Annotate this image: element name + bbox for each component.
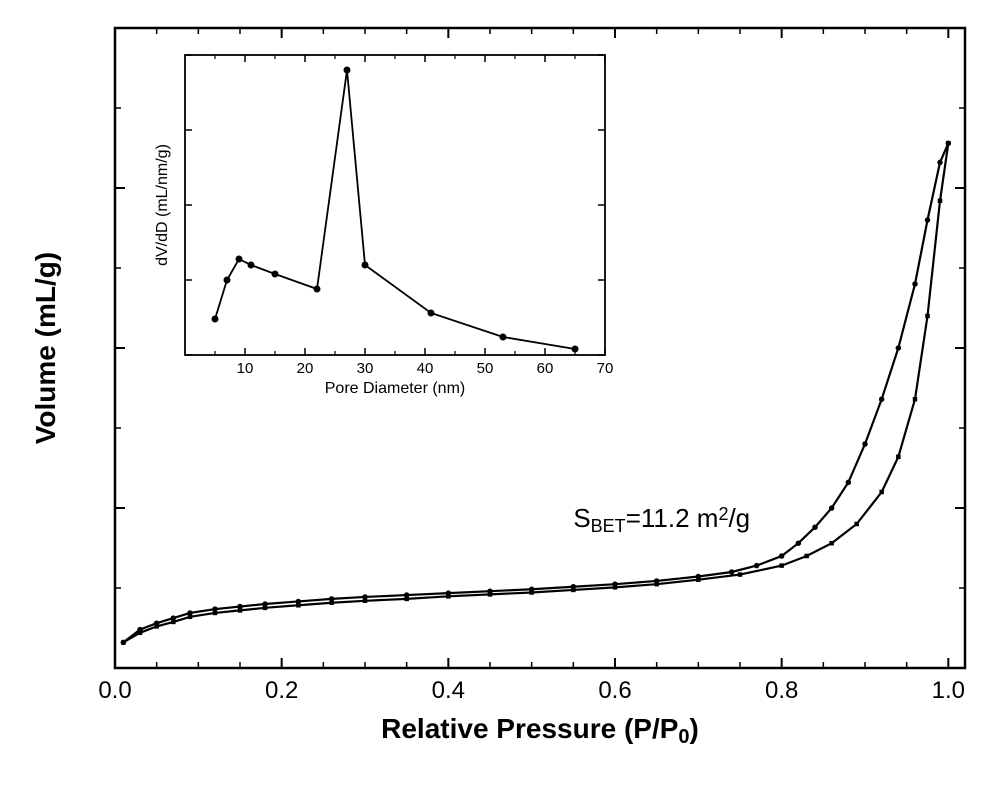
marker-square bbox=[879, 490, 884, 495]
marker-circle bbox=[937, 160, 943, 166]
inset-xtick-label: 30 bbox=[357, 360, 374, 377]
marker-square bbox=[829, 541, 834, 546]
marker-circle bbox=[946, 140, 952, 146]
inset-marker bbox=[272, 271, 279, 278]
inset-xtick-label: 60 bbox=[537, 360, 554, 377]
inset-xlabel: Pore Diameter (nm) bbox=[325, 380, 465, 397]
marker-circle bbox=[262, 601, 268, 607]
inset-xtick-label: 70 bbox=[597, 360, 614, 377]
inset-ylabel: dV/dD (mL/nm/g) bbox=[154, 144, 171, 266]
marker-circle bbox=[925, 217, 931, 223]
inset-marker bbox=[572, 346, 579, 353]
marker-circle bbox=[529, 587, 535, 593]
inset-xtick-label: 50 bbox=[477, 360, 494, 377]
marker-circle bbox=[446, 590, 452, 596]
marker-circle bbox=[896, 345, 902, 351]
inset-marker bbox=[428, 310, 435, 317]
marker-circle bbox=[696, 574, 702, 580]
xtick-label: 0.4 bbox=[432, 677, 465, 704]
marker-circle bbox=[654, 578, 660, 584]
marker-square bbox=[738, 572, 743, 577]
marker-circle bbox=[362, 594, 368, 600]
figure-svg: 0.0 0.2 0.4 0.6 0.8 1.0 SBET=11.2 m2/g Relative… bbox=[0, 0, 1000, 789]
inset-marker bbox=[224, 277, 231, 284]
marker-circle bbox=[187, 610, 193, 616]
inset-marker bbox=[344, 67, 351, 74]
marker-circle bbox=[862, 441, 868, 447]
marker-circle bbox=[779, 553, 785, 559]
inset-xtick-label: 10 bbox=[237, 360, 254, 377]
marker-circle bbox=[912, 281, 918, 287]
xtick-label: 0.6 bbox=[598, 677, 631, 704]
marker-circle bbox=[754, 563, 760, 569]
marker-circle bbox=[171, 615, 177, 621]
marker-square bbox=[913, 397, 918, 402]
xtick-label: 0.8 bbox=[765, 677, 798, 704]
marker-circle bbox=[212, 606, 218, 612]
ylabel: Volume (mL/g) bbox=[30, 252, 61, 444]
inset-marker bbox=[212, 316, 219, 323]
marker-circle bbox=[237, 604, 243, 610]
inset-xtick-label: 40 bbox=[417, 360, 434, 377]
marker-square bbox=[938, 199, 943, 204]
marker-square bbox=[854, 522, 859, 527]
marker-circle bbox=[296, 599, 302, 605]
marker-circle bbox=[879, 396, 885, 402]
marker-circle bbox=[154, 620, 160, 626]
xtick-label: 0.0 bbox=[98, 677, 131, 704]
marker-square bbox=[779, 563, 784, 568]
inset-xtick-label: 20 bbox=[297, 360, 314, 377]
inset-marker bbox=[248, 262, 255, 269]
figure-canvas: 0.0 0.2 0.4 0.6 0.8 1.0 SBET=11.2 m2/g Relative… bbox=[0, 0, 1000, 789]
marker-circle bbox=[612, 581, 618, 587]
marker-circle bbox=[404, 592, 410, 598]
marker-circle bbox=[329, 596, 335, 602]
xlabel: Relative Pressure (P/P0) bbox=[381, 713, 699, 748]
inset-marker bbox=[314, 286, 321, 293]
bet-annotation: SBET=11.2 m2/g bbox=[573, 503, 750, 536]
marker-circle bbox=[729, 569, 735, 575]
marker-circle bbox=[829, 505, 835, 511]
xtick-label: 1.0 bbox=[932, 677, 965, 704]
inset-marker bbox=[500, 334, 507, 341]
marker-circle bbox=[487, 588, 493, 594]
marker-circle bbox=[571, 584, 577, 590]
inset-marker bbox=[236, 256, 243, 263]
marker-square bbox=[896, 455, 901, 460]
marker-circle bbox=[796, 540, 802, 546]
marker-square bbox=[925, 314, 930, 319]
xtick-label: 0.2 bbox=[265, 677, 298, 704]
marker-circle bbox=[846, 480, 852, 486]
inset-marker bbox=[362, 262, 369, 269]
marker-circle bbox=[812, 524, 818, 530]
marker-circle bbox=[137, 627, 143, 633]
inset-frame bbox=[185, 55, 605, 355]
marker-square bbox=[804, 554, 809, 559]
marker-circle bbox=[121, 640, 127, 646]
